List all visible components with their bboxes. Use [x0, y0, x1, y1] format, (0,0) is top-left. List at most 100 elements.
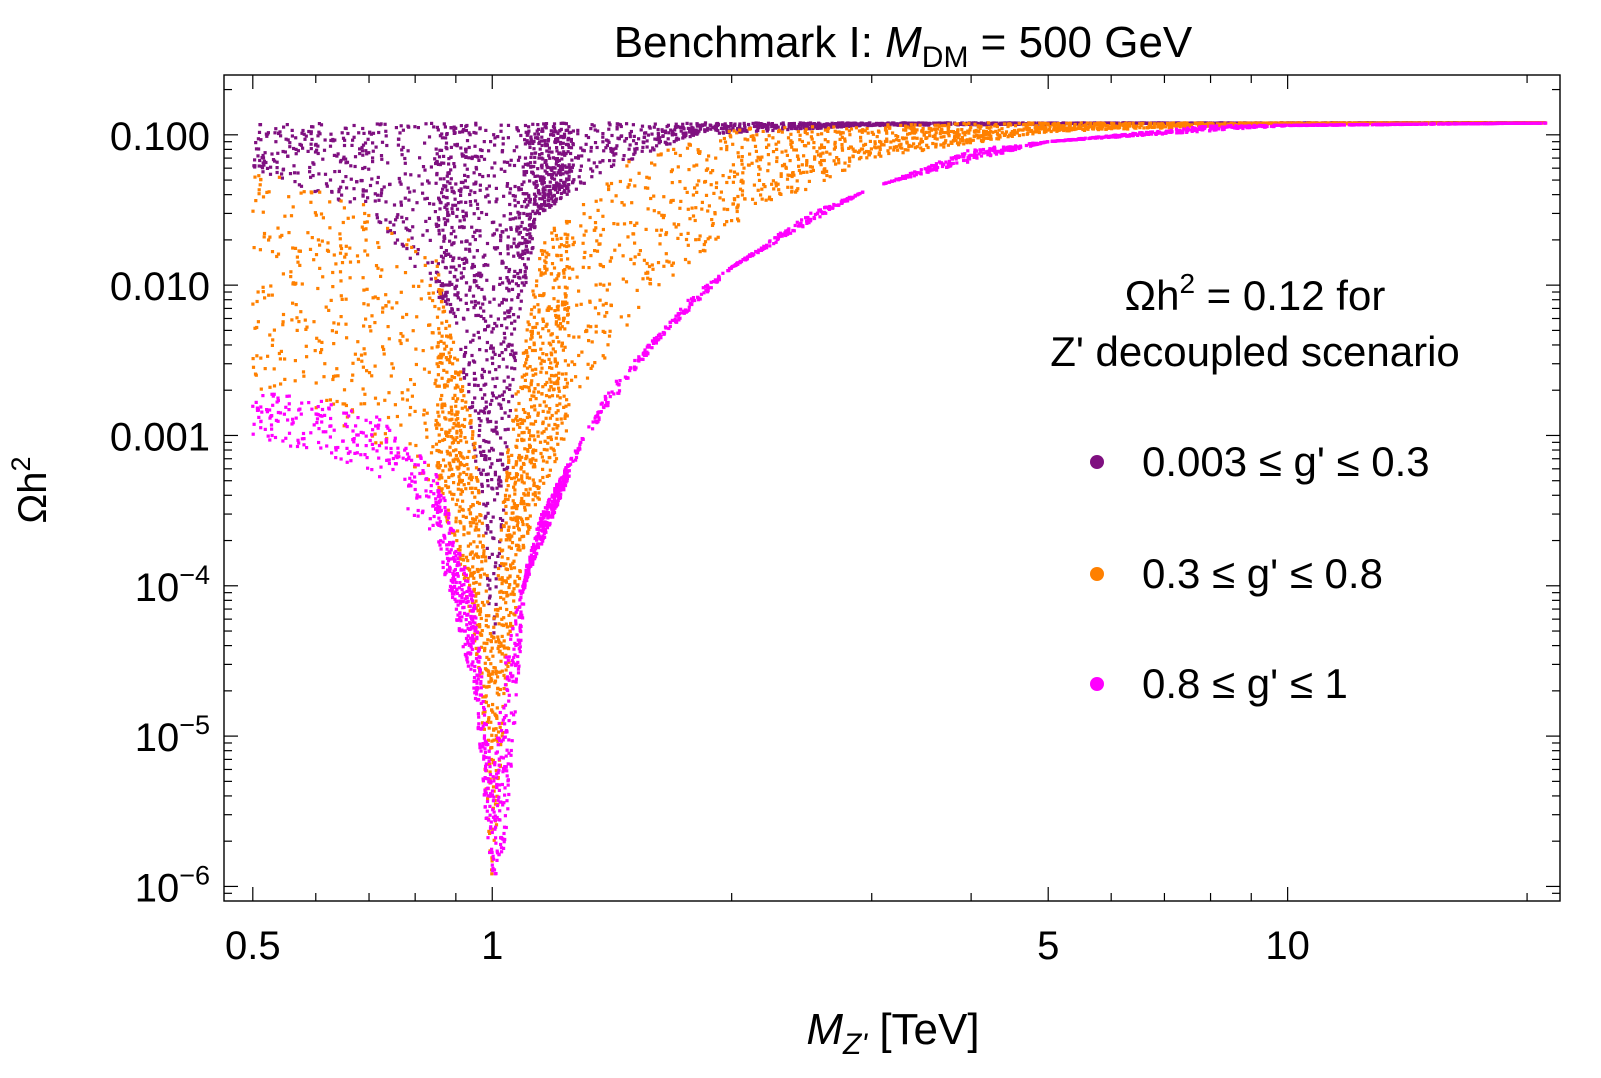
- data-point: [391, 366, 395, 370]
- data-point: [532, 164, 536, 169]
- data-point: [1017, 121, 1021, 126]
- data-point: [505, 182, 510, 186]
- data-point: [316, 144, 320, 148]
- data-point: [434, 442, 439, 446]
- data-point: [641, 145, 645, 149]
- data-point: [449, 336, 453, 340]
- data-point: [603, 356, 607, 360]
- data-point: [1076, 122, 1080, 126]
- data-point: [512, 327, 517, 331]
- data-point: [496, 317, 500, 321]
- data-point: [524, 276, 528, 280]
- data-point: [515, 227, 519, 231]
- data-point: [559, 178, 563, 183]
- data-point: [449, 347, 453, 351]
- data-point: [796, 187, 800, 191]
- data-point: [566, 138, 570, 142]
- data-point: [448, 239, 452, 243]
- data-point: [558, 196, 562, 201]
- data-point: [379, 220, 383, 225]
- data-point: [504, 622, 508, 626]
- data-point: [483, 319, 488, 323]
- data-point: [532, 181, 536, 185]
- data-point: [478, 234, 482, 238]
- data-point: [502, 194, 506, 198]
- data-point: [357, 131, 361, 135]
- data-point: [286, 138, 290, 142]
- data-point: [408, 229, 412, 233]
- data-point: [608, 329, 612, 333]
- data-point: [577, 335, 581, 339]
- data-point: [400, 242, 404, 246]
- data-point: [723, 223, 727, 227]
- data-point: [312, 258, 316, 262]
- data-point: [435, 171, 439, 176]
- data-point: [517, 453, 521, 458]
- data-point: [463, 185, 467, 189]
- data-point: [646, 276, 650, 280]
- data-point: [462, 266, 466, 271]
- data-point: [751, 121, 755, 125]
- data-point: [396, 143, 400, 147]
- data-point: [564, 184, 568, 188]
- data-point: [1042, 130, 1046, 134]
- data-point: [508, 217, 512, 221]
- data-point: [253, 158, 257, 162]
- data-point: [1156, 125, 1160, 129]
- data-point: [584, 134, 588, 138]
- data-point: [507, 414, 511, 418]
- data-point: [507, 400, 511, 404]
- data-point: [689, 122, 693, 126]
- data-point: [651, 146, 655, 150]
- data-point: [462, 354, 466, 358]
- data-point: [473, 299, 477, 304]
- data-point: [358, 147, 362, 151]
- data-point: [743, 137, 747, 141]
- data-point: [259, 356, 263, 360]
- data-point: [766, 121, 771, 125]
- data-point: [468, 192, 472, 197]
- data-point: [1106, 124, 1110, 128]
- data-point: [384, 218, 388, 222]
- data-point: [495, 376, 499, 380]
- data-point: [759, 122, 763, 126]
- data-point: [376, 266, 380, 270]
- data-point: [490, 330, 494, 334]
- data-point: [507, 660, 511, 664]
- data-point: [389, 374, 393, 378]
- data-point: [551, 245, 555, 249]
- data-point: [653, 137, 657, 141]
- data-point: [462, 424, 466, 429]
- data-point: [598, 298, 602, 302]
- data-point: [1044, 126, 1048, 130]
- data-point: [655, 137, 659, 142]
- data-point: [297, 320, 301, 324]
- data-point: [264, 132, 268, 136]
- data-point: [663, 131, 668, 135]
- data-point: [491, 350, 496, 354]
- data-point: [316, 238, 320, 242]
- data-point: [897, 138, 901, 143]
- data-point: [491, 394, 495, 398]
- data-point: [813, 125, 817, 129]
- data-point: [589, 254, 593, 258]
- data-point: [528, 236, 532, 240]
- data-point: [828, 152, 832, 156]
- data-point: [302, 190, 306, 194]
- data-point: [382, 347, 386, 352]
- data-point: [464, 147, 468, 151]
- data-point: [575, 303, 579, 307]
- data-point: [336, 152, 340, 156]
- data-point: [559, 121, 563, 125]
- data-point: [577, 289, 581, 293]
- data-point: [689, 129, 693, 133]
- data-point: [524, 488, 528, 492]
- data-point: [700, 207, 704, 211]
- data-point: [1114, 121, 1118, 125]
- data-point: [375, 181, 379, 185]
- data-point: [547, 456, 551, 460]
- data-point: [801, 170, 805, 174]
- data-point: [567, 131, 571, 135]
- data-point: [992, 121, 996, 125]
- data-point: [859, 135, 863, 139]
